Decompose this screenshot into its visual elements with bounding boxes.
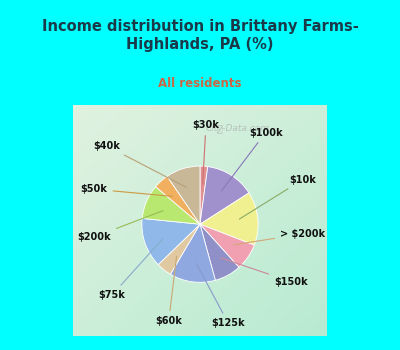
Wedge shape: [142, 187, 200, 224]
Text: Income distribution in Brittany Farms-
Highlands, PA (%): Income distribution in Brittany Farms- H…: [42, 19, 358, 52]
Wedge shape: [200, 166, 208, 224]
Text: $40k: $40k: [94, 141, 186, 187]
Text: $60k: $60k: [155, 256, 182, 326]
Wedge shape: [200, 224, 239, 280]
Text: City-Data.com: City-Data.com: [206, 124, 270, 133]
Wedge shape: [142, 218, 200, 265]
Text: $100k: $100k: [222, 127, 282, 191]
Wedge shape: [200, 167, 249, 224]
Wedge shape: [200, 224, 254, 267]
Wedge shape: [156, 176, 200, 224]
Text: $75k: $75k: [99, 238, 163, 300]
Text: $50k: $50k: [81, 184, 172, 196]
Text: All residents: All residents: [158, 77, 242, 90]
Wedge shape: [167, 166, 200, 224]
Text: $150k: $150k: [220, 258, 308, 287]
Text: ⓘ: ⓘ: [216, 123, 222, 133]
Text: > $200k: > $200k: [234, 229, 325, 245]
Text: $10k: $10k: [240, 175, 316, 219]
Text: $30k: $30k: [192, 120, 219, 184]
Text: $200k: $200k: [77, 211, 163, 242]
Wedge shape: [170, 224, 215, 282]
Text: $125k: $125k: [196, 264, 245, 328]
Wedge shape: [200, 193, 258, 245]
Wedge shape: [158, 224, 200, 274]
